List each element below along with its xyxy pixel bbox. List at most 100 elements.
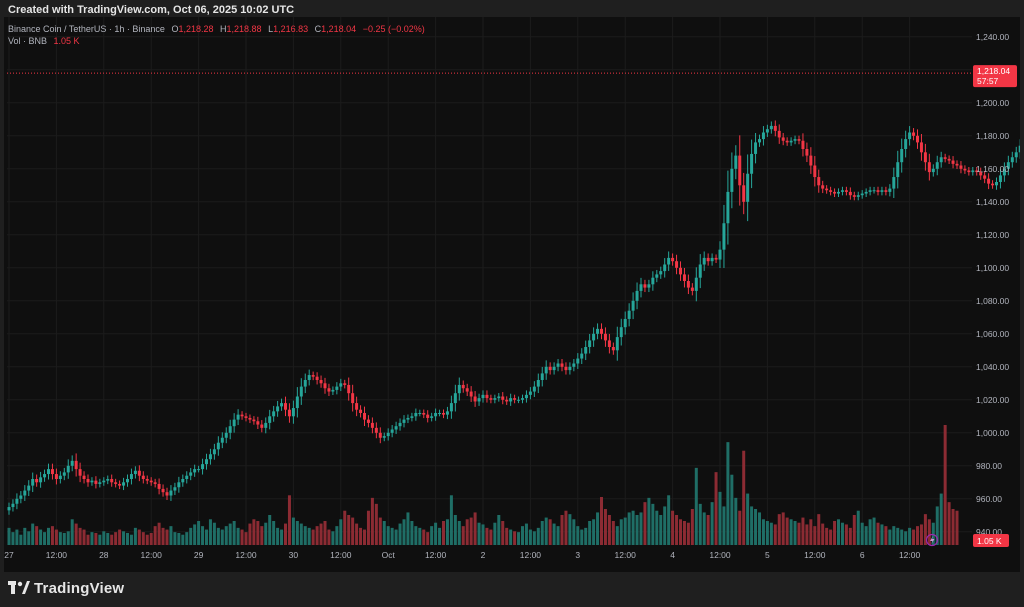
price-tick-label: 1,200.00 [976,98,1009,108]
candle-body [919,142,923,153]
volume-bar [884,526,888,545]
candle-body [659,271,663,275]
tradingview-logo-text: TradingView [34,579,125,597]
candle-body [355,403,359,410]
candle-body [765,129,769,133]
candle-body [702,257,706,265]
candle-body [955,163,959,166]
volume-bar [892,526,896,545]
volume-bar [86,534,90,545]
candle-body [647,284,651,288]
candle-body [481,394,485,399]
candle-body [556,363,560,367]
chart-panel[interactable]: 940.00 960.00 980.00 1,000.00 1,020.00 1,040.… [4,17,1020,572]
candle-body [402,419,406,423]
candle-body [864,191,868,194]
volume-bar [584,527,588,545]
volume-bar [185,532,189,545]
candle-body [497,396,501,399]
candle-body [228,426,232,433]
volume-bar [224,526,228,545]
price-tick-label: 1,060.00 [976,329,1009,339]
chart-canvas[interactable]: 940.00 960.00 980.00 1,000.00 1,020.00 1,040.… [4,17,1020,572]
candle-body [726,191,730,224]
candle-body [580,353,584,359]
candle-body [935,162,939,169]
volume-bar [15,529,19,545]
candle-body [682,274,686,281]
created-with-caption: Created with TradingView.com, Oct 06, 20… [8,4,295,16]
volume-bar [268,515,272,545]
candle-body [793,139,797,141]
legend-ohlc: Binance Coin / TetherUS · 1h · Binance O… [8,24,425,34]
volume-bar [501,521,505,545]
candle-body [323,383,327,389]
candle-body [311,375,315,377]
candle-body [394,426,398,430]
volume-bar [698,503,702,545]
tradingview-logo[interactable]: TradingView [8,578,124,598]
volume-bar [442,521,445,545]
candle-body [291,408,295,417]
volume-bar [173,532,177,545]
candle-body [465,388,469,392]
volume-bar [98,534,102,545]
candle-body [675,261,679,268]
candle-body [220,437,224,443]
time-tick-label: 27 [4,550,14,560]
volume-bar [868,519,872,545]
candle-body [11,503,15,508]
volume-bar [260,526,264,545]
candle-body [453,393,457,404]
price-tick-label: 1,000.00 [976,428,1009,438]
candle-body [892,177,896,189]
volume-bar [181,534,185,545]
legend-low-value: 1,216.83 [273,24,309,34]
candle-body [797,139,801,141]
candle-body [268,416,272,423]
time-tick-label: 12:00 [804,550,826,560]
candle-body [521,398,524,400]
volume-bar [679,519,682,545]
volume-bar [592,519,596,545]
time-tick-label: 5 [765,550,770,560]
volume-bar [635,515,639,545]
price-tick-label: 1,240.00 [976,32,1009,42]
volume-bar [141,532,145,545]
volume-bar [477,522,481,545]
candle-body [86,479,90,483]
candle-body [967,170,971,173]
candle-body [386,432,390,437]
candle-body [173,487,177,491]
candle-body [351,393,355,404]
candle-body [663,264,667,272]
candle-body [19,495,23,499]
volume-bar [157,522,161,545]
volume-bar [90,532,94,545]
time-tick-label: 12:00 [709,550,731,560]
volume-bar [916,526,919,545]
volume-bar [513,531,517,545]
volume-bar [785,517,789,545]
time-tick-label: 6 [860,550,865,560]
time-axis[interactable]: 27 12:00 28 12:00 29 12:00 30 12:00 Oct 12:00 2 12:… [4,550,920,560]
candle-body [694,277,698,291]
price-axis[interactable]: 940.00 960.00 980.00 1,000.00 1,020.00 1,040.… [976,32,1009,537]
volume-bar [730,474,734,545]
candle-body [126,479,129,483]
candle-body [781,137,785,141]
volume-bar [833,521,837,545]
candle-body [615,337,619,351]
candle-body [216,442,220,450]
volume-bar [580,529,584,545]
candle-body [54,474,58,479]
candle-body [927,162,931,173]
volume-bar [35,526,39,545]
volume-bar [457,521,461,545]
candle-body [15,498,19,504]
volume-bar [647,497,651,545]
volume-bar [619,519,623,545]
legend-close-key: C [314,24,322,34]
volume-bar [702,512,706,545]
